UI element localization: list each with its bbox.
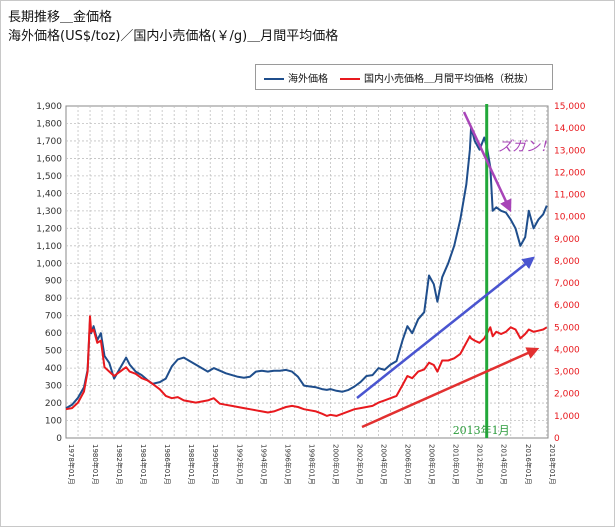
- legend-item-overseas: 海外価格: [264, 70, 328, 85]
- y-right-tick-label: 10,000: [554, 213, 586, 223]
- y-right-tick-label: 9,000: [554, 235, 580, 245]
- x-tick-label: 1980年01月: [91, 444, 100, 485]
- y-left-tick-label: 1,000: [36, 259, 62, 269]
- x-tick-label: 2012年01月: [476, 444, 485, 485]
- x-tick-label: 2006年01月: [404, 444, 413, 485]
- legend-item-domestic: 国内小売価格＿月間平均価格（税抜）: [340, 70, 534, 85]
- y-left-tick-label: 1,200: [36, 224, 62, 234]
- x-tick-label: 1996年01月: [283, 444, 292, 485]
- legend-label-domestic: 国内小売価格＿月間平均価格（税抜）: [364, 74, 534, 85]
- x-tick-label: 1992年01月: [235, 444, 244, 485]
- y-left-tick-label: 1,600: [36, 154, 62, 164]
- y-left-tick-label: 500: [45, 347, 62, 357]
- y-left-tick-label: 900: [45, 277, 62, 287]
- y-left-tick-label: 1,400: [36, 189, 62, 199]
- y-right-tick-label: 8,000: [554, 257, 580, 267]
- y-left-tick-label: 1,500: [36, 172, 62, 182]
- zugan-annotation: ズガン！: [498, 139, 554, 155]
- legend-swatch-domestic: [340, 78, 360, 80]
- trend-arrow-blue: [356, 256, 535, 399]
- y-right-tick-label: 14,000: [554, 124, 586, 134]
- x-tick-label: 1978年01月: [67, 444, 76, 485]
- chart-title: 長期推移＿金価格: [8, 10, 113, 25]
- x-tick-label: 2010年01月: [452, 444, 461, 485]
- marker-2013-label: 2013年1月: [453, 423, 510, 437]
- trend-arrow-red: [361, 347, 540, 429]
- x-tick-label: 2002年01月: [355, 444, 364, 485]
- y-left-tick-label: 100: [45, 417, 62, 427]
- y-left-tick-label: 200: [45, 399, 62, 409]
- x-tick-label: 1990年01月: [211, 444, 220, 485]
- x-tick-label: 2016年01月: [524, 444, 533, 485]
- y-left-tick-label: 1,800: [36, 119, 62, 129]
- y-right-tick-label: 0: [554, 434, 560, 444]
- y-left-tick-label: 1,900: [36, 102, 62, 112]
- y-left-tick-label: 1,300: [36, 207, 62, 217]
- y-left-tick-label: 300: [45, 382, 62, 392]
- legend-label-overseas: 海外価格: [288, 74, 328, 85]
- y-left-tick-label: 400: [45, 364, 62, 374]
- y-left-tick-label: 800: [45, 294, 62, 304]
- x-tick-label: 1984年01月: [139, 444, 148, 485]
- x-tick-label: 1982年01月: [115, 444, 124, 485]
- y-left-tick-label: 600: [45, 329, 62, 339]
- y-left-tick-label: 1,700: [36, 137, 62, 147]
- y-right-tick-label: 3,000: [554, 368, 580, 378]
- y-right-tick-label: 15,000: [554, 102, 586, 112]
- y-right-tick-label: 11,000: [554, 191, 586, 201]
- y-right-tick-label: 7,000: [554, 279, 580, 289]
- plot-area: [65, 105, 549, 439]
- drop-arrow-purple: [462, 111, 512, 213]
- y-right-tick-label: 5,000: [554, 323, 580, 333]
- series-line-domestic: [65, 315, 548, 417]
- legend: 海外価格 国内小売価格＿月間平均価格（税抜）: [255, 64, 553, 90]
- y-right-tick-label: 2,000: [554, 390, 580, 400]
- x-tick-label: 2000年01月: [331, 444, 340, 485]
- y-left-tick-label: 1,100: [36, 242, 62, 252]
- x-tick-label: 1994年01月: [259, 444, 268, 485]
- x-tick-label: 1986年01月: [163, 444, 172, 485]
- x-tick-label: 1998年01月: [307, 444, 316, 485]
- series-line-overseas: [65, 126, 548, 410]
- x-tick-label: 2004年01月: [380, 444, 389, 485]
- y-right-tick-label: 12,000: [554, 168, 586, 178]
- y-right-tick-label: 6,000: [554, 301, 580, 311]
- y-left-tick-label: 0: [56, 434, 62, 444]
- y-right-tick-label: 1,000: [554, 412, 580, 422]
- legend-swatch-overseas: [264, 78, 284, 80]
- y-right-tick-label: 13,000: [554, 146, 586, 156]
- chart-subtitle: 海外価格(US$/toz)／国内小売価格(￥/g)＿月間平均価格: [8, 29, 339, 44]
- x-tick-label: 2008年01月: [428, 444, 437, 485]
- x-tick-label: 2018年01月: [548, 444, 557, 485]
- x-tick-label: 2014年01月: [500, 444, 509, 485]
- y-left-tick-label: 700: [45, 312, 62, 322]
- x-tick-label: 1988年01月: [187, 444, 196, 485]
- y-right-tick-label: 4,000: [554, 345, 580, 355]
